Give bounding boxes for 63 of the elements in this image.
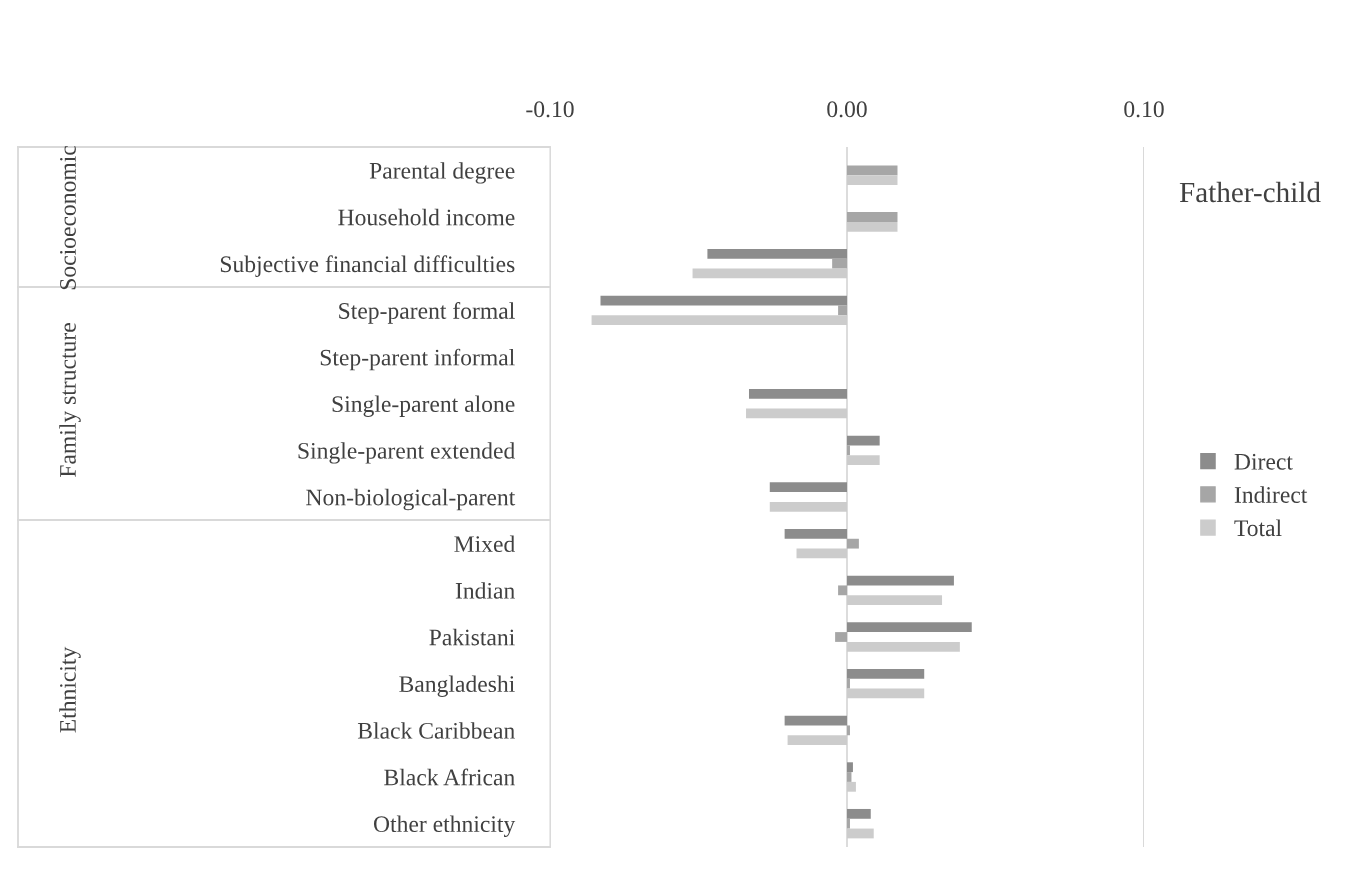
bar	[707, 248, 847, 259]
bar	[847, 828, 874, 839]
bar	[847, 622, 972, 633]
y-tick-label: Step-parent informal	[320, 348, 515, 371]
text: Socioeconomic	[60, 145, 76, 290]
y-tick-label: Black African	[384, 768, 515, 786]
y-tick-label: Single-parent extended	[298, 442, 515, 464]
bar	[600, 295, 847, 306]
y-tick-label: Mixed	[454, 535, 515, 553]
bar	[847, 221, 898, 232]
bar	[692, 268, 847, 279]
bar	[847, 212, 898, 222]
legend-label: Direct	[1234, 453, 1293, 470]
y-tick-label: Pakistani	[429, 628, 515, 646]
bar	[847, 641, 960, 652]
bar	[835, 632, 847, 642]
bar	[847, 688, 925, 699]
y-tick-label: Subjective financial difficulties	[220, 255, 515, 278]
y-tick-label: Single-parent alone	[332, 395, 515, 417]
bar	[787, 735, 847, 746]
bar	[847, 808, 871, 819]
bar	[748, 388, 847, 399]
bar	[838, 305, 847, 316]
bar	[847, 668, 925, 679]
bar	[847, 772, 852, 782]
bar	[847, 455, 880, 466]
y-tick-label: Parental degree	[369, 162, 515, 184]
bar	[847, 165, 898, 176]
y-tick-label: Non-biological-parent	[306, 488, 516, 511]
bar	[847, 538, 859, 549]
bar	[746, 408, 847, 419]
y-tick-label: Black Caribbean	[357, 722, 515, 739]
text: Father-child	[1179, 181, 1321, 203]
bar	[769, 501, 847, 512]
text: Family structure	[59, 323, 81, 478]
legend-label: Indirect	[1234, 486, 1308, 503]
bar	[784, 715, 847, 726]
bar	[847, 818, 850, 829]
bar	[832, 258, 847, 269]
bar	[784, 528, 847, 539]
bar	[591, 315, 847, 326]
y-tick-label: Household income	[338, 208, 515, 226]
y-tick-label: Other ethnicity	[373, 815, 516, 837]
x-tick-label: 0.00	[827, 101, 867, 118]
bar	[769, 482, 847, 493]
y-tick-label: Step-parent formal	[339, 302, 515, 324]
bar	[847, 445, 850, 456]
bar	[796, 548, 847, 559]
bar	[847, 175, 898, 186]
y-tick-label: Bangladeshi	[399, 675, 515, 697]
x-tick-label: 0.10	[1124, 101, 1164, 118]
text: Ethnicity	[59, 646, 81, 733]
bar	[847, 725, 850, 736]
legend-label: Total	[1234, 519, 1282, 537]
bar	[847, 781, 856, 792]
x-tick-label: -0.10	[526, 101, 574, 118]
bar	[847, 575, 954, 586]
bar	[847, 435, 880, 446]
bar	[838, 585, 847, 596]
bar	[847, 595, 943, 606]
bar	[847, 678, 850, 689]
y-tick-label: Indian	[455, 582, 515, 599]
bar	[847, 762, 853, 773]
